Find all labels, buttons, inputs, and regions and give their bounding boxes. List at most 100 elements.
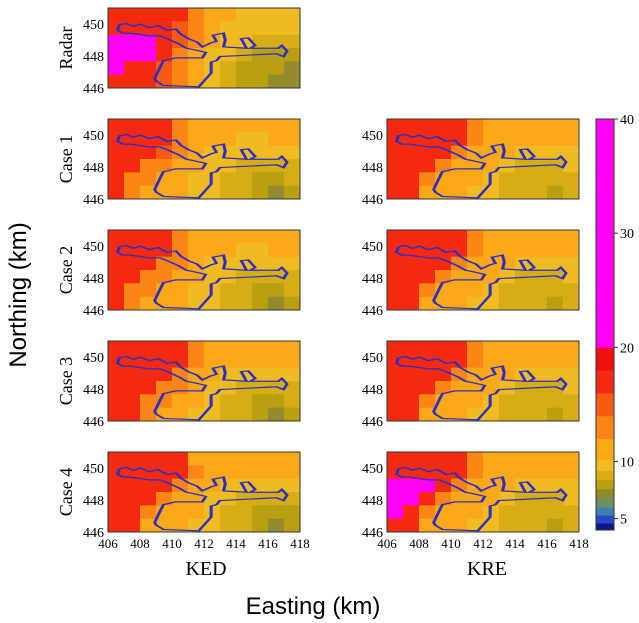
- heatmap-cell: [124, 394, 141, 409]
- y-tick-label: 450: [83, 18, 104, 33]
- heatmap-cell: [467, 230, 484, 244]
- heatmap-cell: [204, 48, 221, 62]
- heatmap-cell: [268, 21, 285, 36]
- heatmap-cell: [451, 270, 468, 284]
- panel-frame: [107, 451, 301, 533]
- heatmap-cell: [108, 296, 125, 311]
- heatmap-cell: [547, 354, 564, 369]
- heatmap-cell: [140, 452, 157, 466]
- heatmap-cell: [268, 132, 285, 147]
- heatmap-cell: [387, 518, 404, 533]
- heatmap-cell: [451, 367, 468, 382]
- heatmap-cell: [204, 270, 221, 284]
- heatmap-cell: [108, 172, 125, 187]
- heatmap-cell: [387, 283, 404, 298]
- heatmap-cell: [108, 394, 125, 409]
- panel-frame: [107, 340, 301, 422]
- heatmap-cell: [563, 518, 580, 533]
- heatmap-cell: [172, 159, 189, 173]
- heatmap-cell: [403, 518, 420, 533]
- heatmap-cell: [387, 341, 404, 355]
- heatmap-cell: [220, 270, 237, 284]
- heatmap-cell: [387, 145, 404, 160]
- heatmap-cell: [403, 394, 420, 409]
- heatmap-cell: [284, 296, 301, 311]
- heatmap-cell: [387, 452, 404, 466]
- heatmap-cell: [515, 283, 532, 298]
- heatmap-cell: [419, 243, 436, 258]
- colorbar-tick-label: 10: [620, 456, 634, 471]
- heatmap-cell: [515, 296, 532, 311]
- heatmap-cell: [419, 296, 436, 311]
- panel-case-1-ked: 446 448 450 Case 1: [56, 119, 300, 208]
- heatmap-cell: [188, 283, 205, 298]
- row-label: Case 3: [56, 357, 76, 406]
- heatmap-cell: [188, 452, 205, 466]
- heatmap-cell: [547, 256, 564, 271]
- heatmap-cell: [172, 230, 189, 244]
- heatmap-cell: [220, 74, 237, 89]
- heatmap-cell: [124, 256, 141, 271]
- panel-frame: [107, 7, 301, 89]
- heatmap-cell: [451, 159, 468, 173]
- panel-case-3-ked: 446 448 450 Case 3: [56, 341, 300, 430]
- y-tick-label: 446: [362, 304, 383, 319]
- heatmap-cell: [236, 465, 253, 480]
- heatmap-cell: [419, 381, 436, 395]
- heatmap-cell: [204, 132, 221, 147]
- heatmap-cell: [483, 381, 500, 395]
- heatmap-cell: [268, 119, 285, 133]
- heatmap-cell: [451, 145, 468, 160]
- panel-case-2-kre: 446 448 450: [362, 230, 579, 319]
- heatmap-cell: [403, 381, 420, 395]
- y-tick-label: 448: [83, 50, 104, 65]
- heatmap-cell: [108, 452, 125, 466]
- heatmap-cell: [124, 341, 141, 355]
- heatmap-cell: [188, 243, 205, 258]
- heatmap-cell: [547, 478, 564, 493]
- heatmap-cell: [188, 172, 205, 187]
- colorbar-band: [596, 523, 614, 531]
- heatmap-cell: [156, 159, 173, 173]
- heatmap-cell: [515, 465, 532, 480]
- heatmap-cell: [483, 230, 500, 244]
- heatmap-cell: [204, 465, 221, 480]
- heatmap-cell: [451, 492, 468, 506]
- heatmap-cell: [236, 394, 253, 409]
- y-tick-label: 448: [362, 161, 383, 176]
- x-tick-label: 408: [130, 536, 150, 551]
- colorbar-band: [596, 415, 614, 440]
- heatmap-cell: [140, 145, 157, 160]
- heatmap-cell: [403, 145, 420, 160]
- heatmap-cell: [268, 394, 285, 409]
- heatmap-cell: [236, 119, 253, 133]
- heatmap-cell: [188, 465, 205, 480]
- heatmap-cell: [515, 394, 532, 409]
- heatmap-cell: [284, 243, 301, 258]
- heatmap-cell: [140, 478, 157, 493]
- heatmap-cell: [403, 478, 420, 493]
- heatmap-cell: [204, 381, 221, 395]
- heatmap-cell: [284, 34, 301, 49]
- heatmap-cell: [531, 465, 548, 480]
- heatmap-cell: [140, 505, 157, 520]
- heatmap-cell: [284, 518, 301, 533]
- y-tick-label: 448: [362, 494, 383, 509]
- heatmap-cell: [467, 465, 484, 480]
- heatmap-cell: [451, 518, 468, 533]
- heatmap-cell: [435, 256, 452, 271]
- heatmap-cell: [387, 478, 404, 493]
- heatmap-cell: [547, 407, 564, 422]
- heatmap-cell: [563, 132, 580, 147]
- heatmap-cell: [108, 367, 125, 382]
- heatmap-cell: [252, 8, 269, 22]
- heatmap-cell: [499, 354, 516, 369]
- colorbar-tick-label: 20: [620, 341, 634, 356]
- heatmap-cell: [499, 243, 516, 258]
- heatmap-cell: [515, 132, 532, 147]
- heatmap-cell: [236, 505, 253, 520]
- heatmap-cell: [172, 367, 189, 382]
- heatmap-cell: [252, 132, 269, 147]
- heatmap-cell: [252, 243, 269, 258]
- heatmap-cell: [124, 172, 141, 187]
